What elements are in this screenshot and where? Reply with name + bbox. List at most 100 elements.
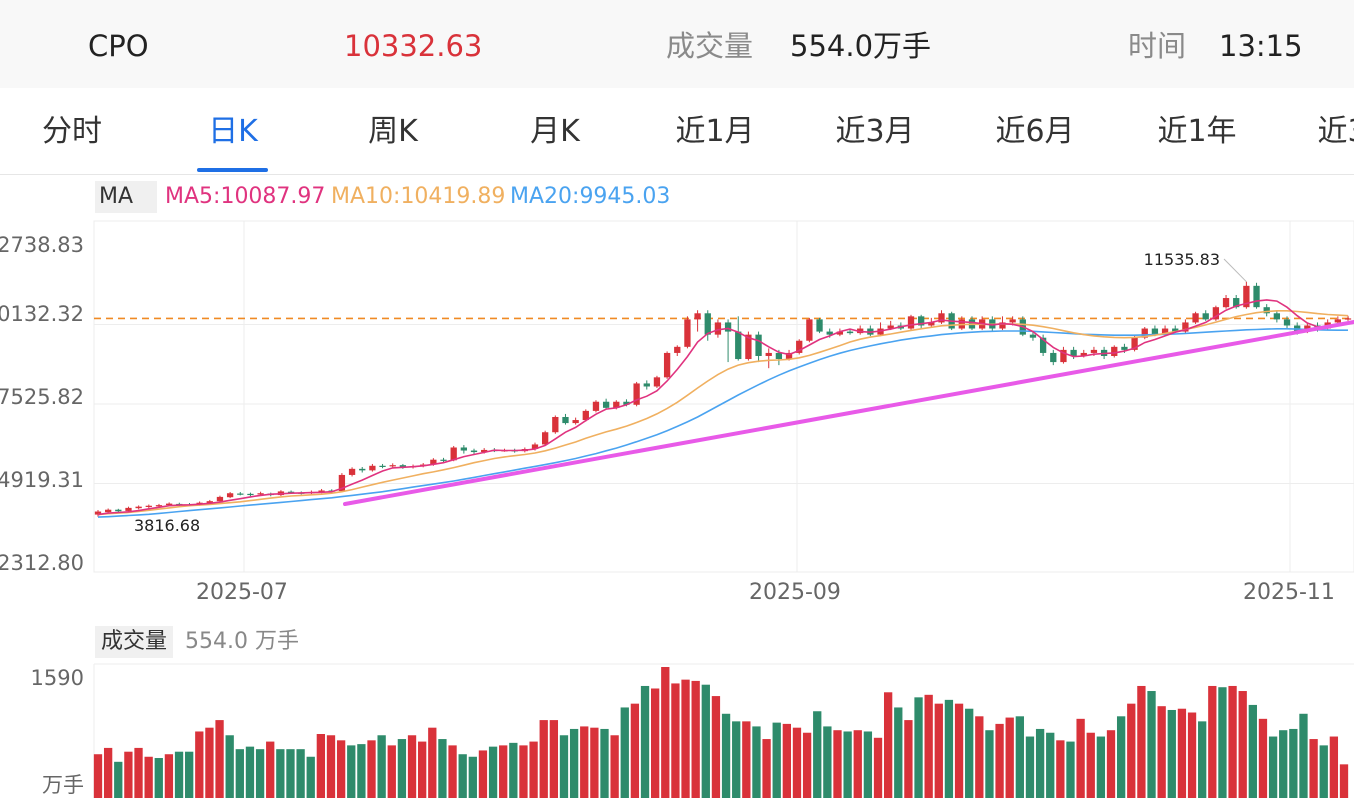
x-tick-label: 2025-09 (749, 580, 841, 605)
volume-bar (883, 692, 893, 798)
candle-body (1243, 285, 1250, 308)
volume-bar (488, 746, 498, 798)
candle-body (826, 331, 833, 335)
volume-bar (691, 680, 700, 798)
period-tab-bar: 分时 日K 周K 月K 近1月 近3月 近6月 近1年 近3年 (0, 88, 1354, 175)
max-price-pointer (1223, 258, 1247, 283)
candle-body (359, 468, 366, 471)
candle-body (165, 503, 173, 506)
candle-body (694, 313, 701, 320)
volume-bar (924, 694, 933, 798)
candle-body (836, 331, 844, 335)
volume-bar (458, 754, 467, 798)
min-price-label: 3816.68 (134, 516, 200, 535)
tab-3-month[interactable]: 近3月 (835, 114, 915, 149)
candle-body (735, 331, 742, 360)
volume-bar (103, 747, 113, 798)
candle-body (206, 501, 213, 503)
volume-bar (580, 726, 589, 798)
candle-body (653, 377, 661, 387)
candle-body (918, 316, 925, 326)
volume-label: 成交量 (666, 29, 754, 63)
candle-body (338, 474, 346, 492)
volume-bar (367, 740, 376, 798)
tab-daily-k[interactable]: 日K (208, 114, 258, 149)
volume-bar (1167, 709, 1176, 798)
tab-weekly-k[interactable]: 周K (368, 114, 418, 149)
tab-intraday[interactable]: 分时 (42, 114, 102, 149)
candle-body (1121, 346, 1128, 350)
candle-body (602, 401, 610, 408)
candle-body (1172, 328, 1179, 332)
volume-bar (225, 735, 234, 798)
tab-3-year[interactable]: 近3年 (1317, 114, 1354, 149)
candle-body (1233, 298, 1240, 308)
x-tick-label: 2025-07 (196, 580, 288, 605)
volume-bar (428, 727, 437, 798)
volume-bar (914, 697, 923, 798)
x-tick-label: 2025-11 (1243, 580, 1335, 605)
tab-monthly-k[interactable]: 月K (530, 114, 580, 149)
volume-bar (1309, 739, 1318, 798)
volume-panel-label[interactable]: 成交量 (95, 626, 174, 658)
volume-bar (985, 730, 994, 798)
volume-bar (255, 749, 265, 798)
ma20-line (97, 327, 1348, 518)
candle-body (1263, 307, 1270, 314)
ma-legend-label[interactable]: MA (95, 181, 157, 213)
candle-body (1141, 328, 1148, 338)
candle-body (1050, 352, 1057, 363)
volume-bar (266, 741, 275, 798)
volume-bar (205, 727, 214, 798)
candle-body (552, 416, 559, 433)
candle-body (450, 447, 457, 461)
tab-1-year[interactable]: 近1年 (1157, 114, 1237, 149)
volume-bar (823, 726, 832, 798)
volume-bar (1127, 703, 1136, 798)
candle-body (633, 383, 640, 405)
volume-bar (478, 750, 488, 798)
volume-bar (863, 731, 873, 798)
volume-bar (1208, 685, 1217, 798)
volume-bar (894, 707, 903, 798)
time-value: 13:15 (1219, 29, 1303, 63)
candle-body (460, 447, 468, 451)
volume-bar (610, 735, 619, 798)
volume-bar (975, 716, 984, 798)
candle-body (785, 352, 793, 360)
trend-line-drawing (343, 320, 1354, 506)
candle-body (226, 493, 234, 498)
volume-bar (1116, 716, 1126, 798)
volume-bar (792, 727, 802, 798)
volume-bar (671, 683, 680, 798)
volume-bar (357, 744, 366, 798)
candle-body (145, 505, 152, 507)
tab-1-month[interactable]: 近1月 (675, 114, 755, 149)
candle-body (775, 352, 783, 360)
y-tick-label: 12738.83 (0, 233, 84, 257)
volume-bar (944, 699, 954, 798)
volume-bar (529, 741, 538, 798)
candle-body (389, 465, 396, 467)
volume-bar (286, 749, 295, 798)
volume-bar (600, 728, 609, 798)
candle-body (115, 509, 122, 512)
volume-bar (752, 726, 761, 798)
candle-body (1070, 349, 1077, 356)
tab-6-month[interactable]: 近6月 (995, 114, 1075, 149)
candle-body (806, 319, 813, 341)
volume-bar (185, 751, 194, 798)
candle-body (94, 511, 102, 515)
volume-bar (549, 720, 559, 798)
volume-bar (1238, 691, 1247, 798)
candle-body (1334, 319, 1341, 323)
current-price: 10332.63 (344, 29, 483, 63)
volume-bar (954, 703, 964, 798)
volume-bar (1157, 706, 1166, 798)
candle-body (399, 465, 407, 468)
volume-bar (124, 751, 133, 798)
volume-bar (377, 735, 386, 798)
volume-bar (407, 735, 417, 798)
volume-bar (934, 703, 943, 798)
